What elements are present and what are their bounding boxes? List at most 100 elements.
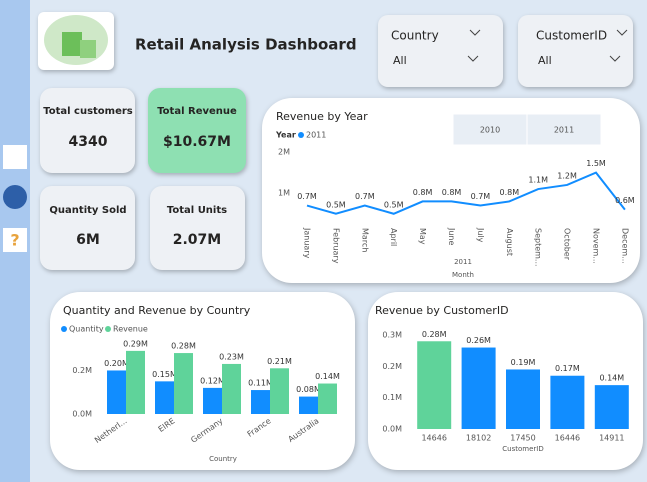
data-label: 0.7M xyxy=(297,192,317,201)
chart-card xyxy=(50,292,355,470)
bar xyxy=(251,390,270,414)
bar xyxy=(107,370,126,414)
x-tick-label: April xyxy=(389,228,398,246)
x-axis-label: CustomerID xyxy=(502,445,543,453)
chevron[interactable] xyxy=(467,29,481,62)
data-label: 0.14M xyxy=(315,372,340,381)
bar xyxy=(550,375,585,429)
y-tick-label: 2M xyxy=(278,148,290,157)
legend-marker xyxy=(61,326,67,332)
x-tick-label: February xyxy=(331,228,340,264)
kpi-value: $10.67M xyxy=(163,134,231,150)
x-tick-label: 14911 xyxy=(599,434,624,443)
bar xyxy=(222,363,241,414)
help-icon: ? xyxy=(10,231,19,250)
nav-home[interactable] xyxy=(3,145,27,169)
x-tick-label: June xyxy=(447,227,456,246)
data-label: 0.29M xyxy=(123,339,148,348)
chevron[interactable] xyxy=(609,29,628,62)
y-tick-label: 0.2M xyxy=(382,362,402,371)
x-tick-label: 16446 xyxy=(555,434,580,443)
data-label: 0.15M xyxy=(152,370,177,379)
data-label: 0.12M xyxy=(200,376,225,385)
data-label: 0.28M xyxy=(422,330,447,339)
data-label: 0.28M xyxy=(171,342,196,351)
kpi-card xyxy=(40,88,135,173)
bar xyxy=(174,353,193,414)
data-label: 0.7M xyxy=(355,192,375,201)
data-label: 0.8M xyxy=(499,188,519,197)
kpi-value: 4340 xyxy=(69,134,108,150)
chart-title: Quantity and Revenue by Country xyxy=(63,304,251,317)
bar xyxy=(594,385,629,429)
kpi-card xyxy=(40,186,135,270)
data-label: 1.5M xyxy=(586,159,606,168)
data-label: 0.20M xyxy=(104,359,129,368)
year-button[interactable] xyxy=(526,113,602,146)
x-tick-label: Septem... xyxy=(534,228,543,267)
kpi-card xyxy=(148,88,246,173)
bar xyxy=(203,387,222,414)
data-label: 0.19M xyxy=(511,358,536,367)
data-label: 0.21M xyxy=(267,357,292,366)
y-tick-label: 1M xyxy=(278,189,290,198)
data-label: 0.17M xyxy=(555,364,580,373)
chart-title: Revenue by CustomerID xyxy=(375,304,509,317)
nav-help[interactable] xyxy=(3,228,27,252)
data-label: 0.7M xyxy=(471,192,491,201)
legend-title: Year xyxy=(275,131,296,140)
slicer-label: CustomerID xyxy=(536,29,607,43)
kpi-label: Total Revenue xyxy=(157,106,237,117)
x-axis-label: Country xyxy=(209,455,237,463)
line xyxy=(306,171,626,215)
x-axis-label: Month xyxy=(452,271,474,279)
bar xyxy=(155,381,174,414)
nav-customers[interactable] xyxy=(3,185,27,209)
y-tick-label: 0.0M xyxy=(72,410,92,419)
data-label: 0.8M xyxy=(442,188,462,197)
kpi-card xyxy=(150,186,245,270)
year-button-label[interactable]: 2010 xyxy=(480,126,500,135)
x-tick-label: October xyxy=(563,228,572,261)
data-label: 0.5M xyxy=(326,200,346,209)
data-label: 0.8M xyxy=(413,188,433,197)
year-button[interactable] xyxy=(452,113,528,146)
x-tick-label: January xyxy=(303,227,312,259)
x-tick-label: March xyxy=(360,228,369,252)
slicer-value[interactable]: All xyxy=(393,54,407,67)
slicer-value[interactable]: All xyxy=(538,54,552,67)
charts: Revenue by Year 1M 2M January February March A… xyxy=(61,110,635,463)
kpi-value: 6M xyxy=(76,232,100,248)
data-label: 1.2M xyxy=(557,171,577,180)
year-button-label[interactable]: 2011 xyxy=(554,126,574,135)
bar xyxy=(270,368,289,414)
bar xyxy=(126,350,145,414)
logo-bag xyxy=(62,32,82,56)
data-label: 0.5M xyxy=(384,200,404,209)
data-label: 0.26M xyxy=(466,336,491,345)
y-tick-label: 0.2M xyxy=(72,366,92,375)
kpi-value: 2.07M xyxy=(173,232,221,248)
bar xyxy=(461,347,496,429)
slicer-card[interactable] xyxy=(518,15,633,87)
data-label: 0.14M xyxy=(599,374,624,383)
x-tick-label: 18102 xyxy=(466,434,491,443)
x-tick-label: May xyxy=(418,228,427,245)
kpi-label: Total Units xyxy=(167,205,227,216)
bar xyxy=(506,369,540,429)
x-tick-label: July xyxy=(476,227,485,243)
legend-label: Revenue xyxy=(113,325,148,334)
data-label: 0.11M xyxy=(248,379,273,388)
kpi-label: Quantity Sold xyxy=(49,205,126,216)
legend-marker xyxy=(298,132,304,138)
legend-label: Quantity xyxy=(69,325,104,334)
x-tick-label: Decem... xyxy=(620,228,629,264)
slicer-card[interactable] xyxy=(378,15,503,87)
chart-title: Revenue by Year xyxy=(276,110,368,123)
data-label: 1.1M xyxy=(528,176,548,185)
bar xyxy=(299,396,318,414)
x-tick-label: 17450 xyxy=(510,434,535,443)
data-label: 0.08M xyxy=(296,385,321,394)
y-tick-label: 0.3M xyxy=(382,331,402,340)
